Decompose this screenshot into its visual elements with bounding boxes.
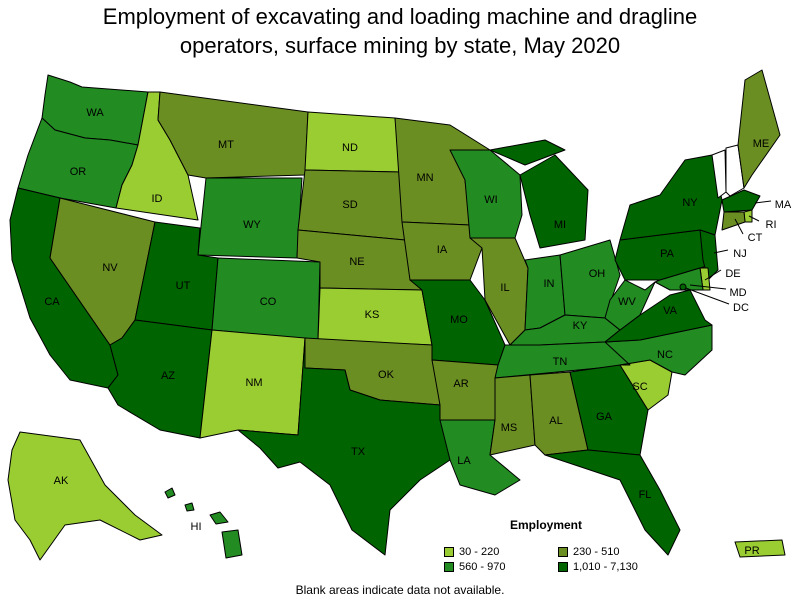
legend-label-2: 230 - 510 [573, 546, 620, 558]
state-ga [569, 364, 649, 456]
state-label-ri: RI [766, 219, 777, 231]
state-label-ks: KS [365, 309, 380, 321]
legend-title: Employment [510, 518, 583, 532]
state-label-nv: NV [102, 262, 118, 274]
leader-line-dc [682, 286, 730, 305]
state-label-az: AZ [161, 370, 175, 382]
footnote: Blank areas indicate data not available. [295, 583, 505, 597]
state-mi [489, 139, 589, 249]
state-wi [449, 149, 523, 239]
state-wv [604, 279, 656, 331]
state-label-va: VA [663, 305, 678, 317]
state-label-pr: PR [744, 545, 759, 557]
state-label-ar: AR [453, 378, 468, 390]
state-tx [237, 337, 451, 556]
leader-line-ct [734, 218, 744, 235]
state-label-nc: NC [657, 349, 673, 361]
state-label-ok: OK [378, 369, 395, 381]
state-label-nm: NM [245, 377, 262, 389]
legend-item-1: 30 - 220 [444, 546, 499, 558]
state-dc-marker [679, 283, 687, 291]
legend-swatch-4 [558, 562, 568, 572]
state-layer [7, 69, 786, 561]
state-label-ny: NY [682, 197, 698, 209]
state-label-co: CO [260, 296, 277, 308]
legend: Employment 30 - 220 230 - 510 560 - 970 … [440, 518, 660, 576]
legend-label-1: 30 - 220 [459, 546, 500, 558]
state-label-mo: MO [450, 314, 468, 326]
state-label-md: MD [729, 287, 746, 299]
state-label-wy: WY [243, 219, 261, 231]
state-label-tn: TN [553, 356, 568, 368]
state-label-ia: IA [437, 244, 448, 256]
state-label-sc: SC [632, 381, 647, 393]
state-fl [544, 449, 681, 556]
state-label-wa: WA [86, 107, 104, 119]
state-label-or: OR [70, 166, 87, 178]
map-title-line-1: Employment of excavating and loading mac… [102, 4, 698, 29]
state-label-pa: PA [660, 248, 675, 260]
state-ny [619, 154, 723, 241]
state-label-oh: OH [589, 268, 606, 280]
state-ar [431, 359, 499, 421]
legend-item-3: 560 - 970 [444, 561, 505, 573]
state-label-ak: AK [54, 475, 69, 487]
legend-item-2: 230 - 510 [558, 546, 619, 558]
state-label-ma: MA [775, 199, 792, 211]
state-label-id: ID [152, 193, 163, 205]
state-label-ut: UT [176, 280, 191, 292]
state-label-nj: NJ [733, 248, 746, 260]
state-label-fl: FL [639, 489, 652, 501]
state-label-me: ME [753, 138, 770, 150]
state-label-sd: SD [342, 199, 357, 211]
state-ak [7, 431, 163, 561]
leader-line-md [689, 284, 727, 290]
leader-line-de [704, 269, 722, 281]
state-label-mt: MT [218, 139, 234, 151]
state-label-mn: MN [416, 172, 433, 184]
state-me [737, 69, 781, 189]
state-ms [489, 374, 536, 456]
legend-label-3: 560 - 970 [459, 561, 506, 573]
leader-line-ma [754, 200, 772, 204]
state-label-mi: MI [554, 219, 566, 231]
state-label-dc: DC [733, 302, 749, 314]
state-label-al: AL [549, 415, 562, 427]
state-label-wv: WV [618, 296, 636, 308]
state-label-la: LA [457, 455, 471, 467]
state-label-wi: WI [484, 194, 497, 206]
state-hi [164, 487, 243, 559]
state-label-tx: TX [351, 446, 366, 458]
state-label-ct: CT [748, 232, 763, 244]
state-label-ne: NE [349, 256, 364, 268]
state-pr [734, 539, 786, 558]
leader-lines [679, 200, 772, 305]
state-label-hi: HI [191, 521, 202, 533]
state-label-il: IL [500, 282, 509, 294]
state-label-nd: ND [342, 142, 358, 154]
state-label-de: DE [725, 268, 740, 280]
legend-swatch-2 [558, 547, 568, 557]
state-label-ca: CA [44, 296, 60, 308]
map-title-line-2: operators, surface mining by state, May … [179, 33, 621, 58]
state-ia [401, 221, 483, 281]
legend-item-4: 1,010 - 7,130 [558, 561, 638, 573]
state-label-ky: KY [573, 320, 588, 332]
map-title: Employment of excavating and loading mac… [0, 2, 800, 60]
legend-swatch-3 [444, 562, 454, 572]
state-labels: WA OR CA ID NV MT WY UT AZ CO NM ND SD NE KS OK TX MN IA MO… [44, 107, 792, 557]
state-label-ga: GA [596, 411, 613, 423]
state-ct [721, 211, 746, 231]
legend-label-4: 1,010 - 7,130 [573, 561, 638, 573]
leader-line-ri [748, 215, 760, 222]
state-label-ms: MS [501, 422, 518, 434]
leader-line-nj [713, 249, 729, 254]
state-label-in: IN [544, 278, 555, 290]
legend-swatch-1 [444, 547, 454, 557]
